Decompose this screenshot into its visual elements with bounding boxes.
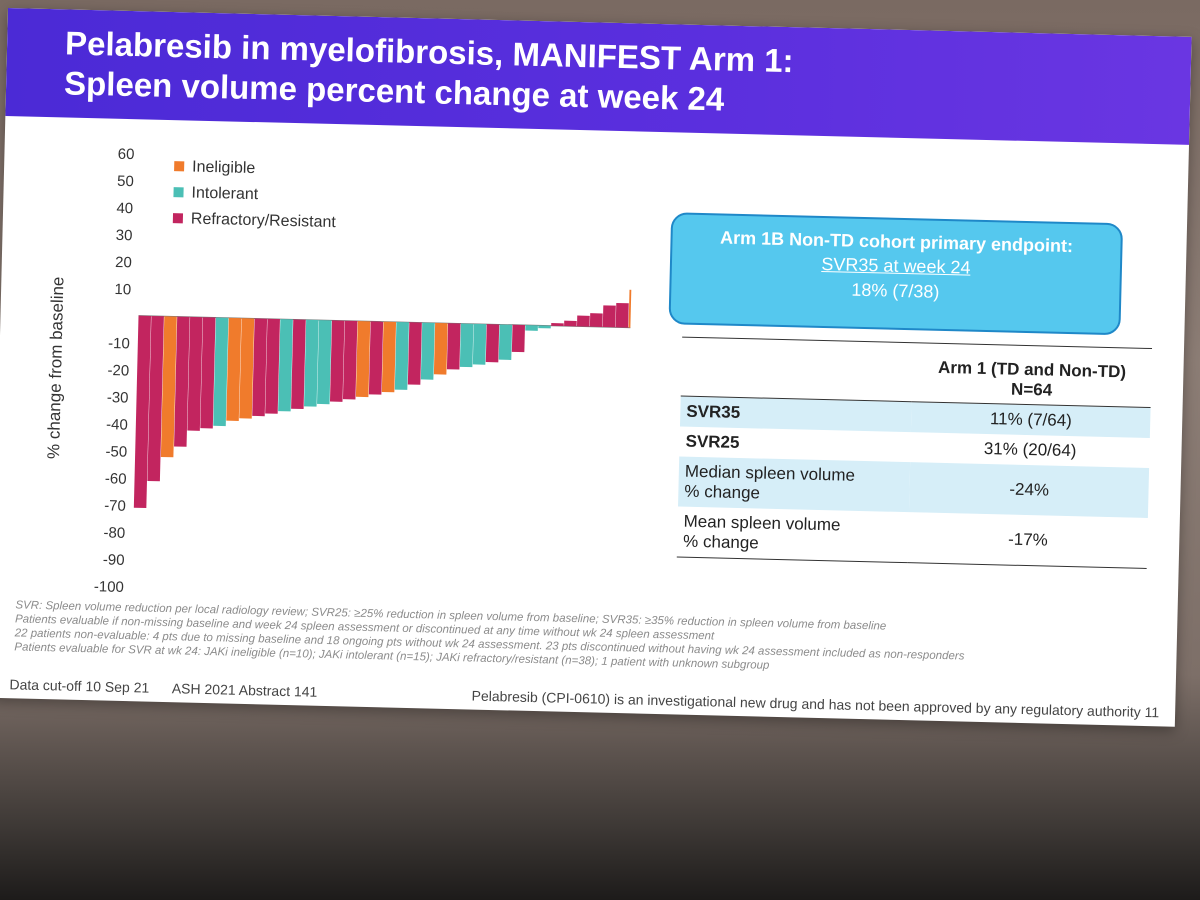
bar — [459, 323, 474, 368]
legend-label: Refractory/Resistant — [191, 211, 337, 232]
row-value: -17% — [908, 512, 1148, 569]
row-label-text: SVR25 — [685, 431, 740, 452]
bar — [394, 321, 409, 390]
table-header-empty — [681, 348, 913, 402]
legend-label: Ineligible — [192, 159, 256, 178]
bar — [381, 321, 397, 393]
bar — [576, 315, 590, 327]
bar — [329, 320, 345, 402]
footer-right: Pelabresib (CPI-0610) is an investigatio… — [471, 687, 1160, 721]
slide-footer: Data cut-off 10 Sep 21 ASH 2021 Abstract… — [9, 676, 1159, 720]
bar — [472, 323, 487, 365]
results-table: Arm 1 (TD and Non-TD) N=64 SVR35 11% (7/… — [676, 348, 1152, 569]
bar — [538, 325, 551, 329]
row-label-line-2: % change — [684, 481, 761, 503]
bar — [589, 313, 603, 327]
bar — [342, 320, 358, 400]
slide: Pelabresib in myelofibrosis, MANIFEST Ar… — [0, 8, 1192, 727]
row-label: Mean spleen volume % change — [676, 506, 910, 563]
row-value: -24% — [909, 462, 1150, 519]
bar — [511, 324, 526, 353]
y-tick-label: -70 — [104, 497, 126, 515]
bar — [433, 322, 448, 375]
y-tick-label: -80 — [103, 524, 125, 542]
bar — [564, 320, 577, 327]
bar — [187, 316, 203, 431]
bar — [213, 317, 229, 427]
bar — [265, 318, 280, 414]
legend-swatch — [174, 161, 185, 172]
bar — [226, 317, 242, 421]
bar — [615, 302, 629, 328]
bar — [174, 316, 190, 447]
y-tick-label: -50 — [105, 443, 127, 461]
table-top-rule — [682, 336, 1153, 350]
bar — [252, 318, 268, 417]
y-tick-label: -90 — [103, 551, 125, 569]
y-tick-label: 40 — [116, 200, 133, 217]
y-tick-label: -100 — [94, 578, 124, 596]
slide-title: Pelabresib in myelofibrosis, MANIFEST Ar… — [64, 23, 794, 121]
legend-label: Intolerant — [191, 185, 259, 204]
bar — [133, 315, 152, 509]
legend-swatch — [172, 213, 184, 224]
bar — [160, 316, 177, 458]
bar — [317, 320, 332, 405]
bar — [239, 318, 255, 419]
title-banner: Pelabresib in myelofibrosis, MANIFEST Ar… — [5, 8, 1192, 145]
footer-left: Data cut-off 10 Sep 21 ASH 2021 Abstract… — [9, 676, 318, 700]
y-tick-label: -20 — [107, 362, 129, 380]
bar — [407, 322, 422, 385]
row-label-line-2: % change — [682, 531, 760, 553]
y-tick-label: 50 — [117, 173, 134, 190]
y-tick-label: -10 — [108, 335, 130, 353]
y-tick-label: -40 — [106, 416, 128, 434]
y-tick-label: 20 — [115, 254, 132, 271]
legend-swatch — [173, 187, 184, 198]
results-table-wrap: Arm 1 (TD and Non-TD) N=64 SVR35 11% (7/… — [676, 336, 1153, 569]
y-tick-label: -60 — [105, 470, 127, 488]
bar — [355, 321, 371, 398]
primary-endpoint-callout: Arm 1B Non-TD cohort primary endpoint: S… — [668, 212, 1124, 336]
bar — [368, 321, 384, 395]
bar — [304, 319, 319, 407]
y-tick-label: 60 — [118, 146, 135, 163]
waterfall-chart: % change from baseline 60 50 40 30 20 10 -10 -20… — [44, 146, 635, 596]
table-header: Arm 1 (TD and Non-TD) N=64 — [912, 353, 1152, 407]
table-row-mean: Mean spleen volume % change -17% — [676, 506, 1148, 569]
bar — [446, 323, 461, 370]
bar — [602, 305, 616, 328]
bar — [525, 325, 538, 331]
bar — [485, 324, 500, 363]
bar — [200, 317, 216, 429]
bar — [420, 322, 435, 380]
y-tick-label: -30 — [107, 389, 129, 407]
row-label-text: SVR35 — [686, 401, 741, 423]
bar — [498, 324, 513, 360]
bar — [147, 315, 164, 482]
y-axis-label: % change from baseline — [44, 276, 67, 459]
y-tick-label: 10 — [114, 281, 131, 298]
bar — [551, 323, 564, 327]
y-tick-label: 30 — [116, 227, 133, 244]
bar — [291, 319, 306, 410]
bar — [278, 319, 293, 412]
bar — [628, 289, 635, 328]
row-label: Median spleen volume % change — [678, 456, 911, 513]
